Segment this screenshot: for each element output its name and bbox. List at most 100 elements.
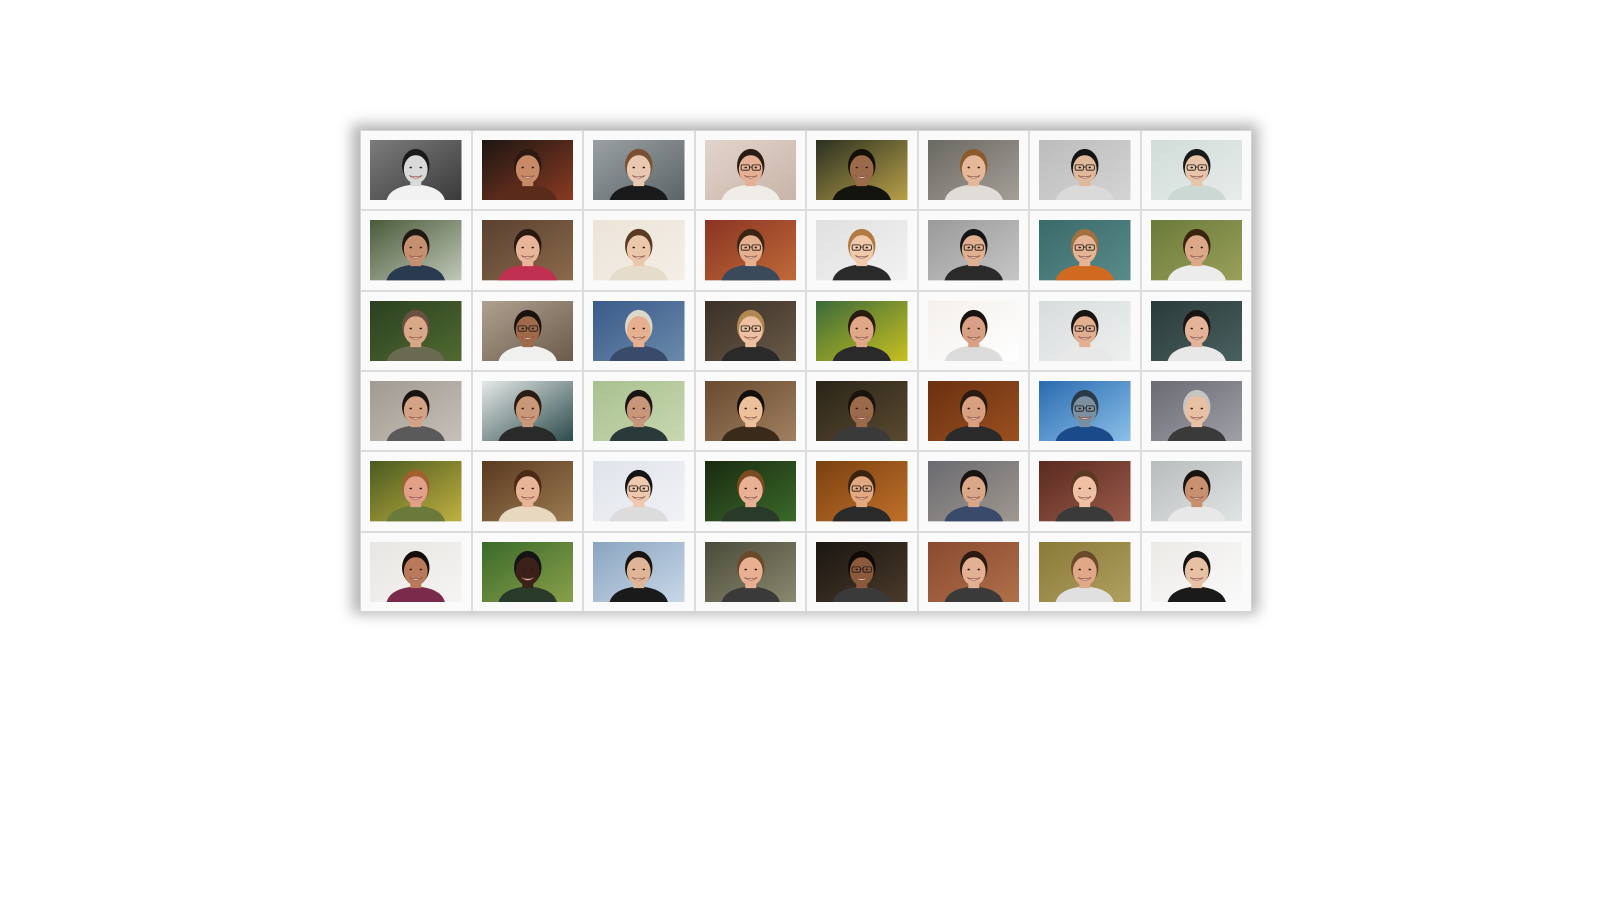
portrait-photo — [370, 300, 462, 361]
portrait-cell — [918, 532, 1028, 611]
portrait-image — [370, 140, 462, 201]
portrait-image — [816, 381, 908, 442]
portrait-photo — [370, 541, 462, 602]
portrait-image — [1150, 461, 1242, 522]
portrait-image — [481, 140, 573, 201]
portrait-cell — [807, 131, 917, 210]
portrait-photo — [481, 300, 573, 361]
portrait-image — [927, 381, 1019, 442]
portrait-photo — [704, 541, 796, 602]
portrait-cell — [1141, 211, 1251, 290]
portrait-cell — [1141, 452, 1251, 531]
portrait-image — [816, 541, 908, 602]
portrait-cell — [1030, 291, 1140, 370]
portrait-photo — [370, 381, 462, 442]
portrait-photo — [1039, 381, 1131, 442]
portrait-photo — [593, 541, 685, 602]
portrait-image — [593, 541, 685, 602]
portrait-photo — [816, 381, 908, 442]
portrait-cell — [361, 291, 471, 370]
portrait-image — [481, 220, 573, 281]
portrait-image — [481, 461, 573, 522]
portrait-cell — [472, 211, 582, 290]
portrait-image — [370, 541, 462, 602]
portrait-cell — [584, 452, 694, 531]
portrait-cell — [918, 372, 1028, 451]
portrait-photo — [1150, 300, 1242, 361]
portrait-cell — [695, 532, 805, 611]
portrait-photo — [816, 220, 908, 281]
portrait-photo — [481, 140, 573, 201]
portrait-image — [370, 300, 462, 361]
portrait-cell — [361, 372, 471, 451]
portrait-cell — [1030, 372, 1140, 451]
portrait-cell — [695, 291, 805, 370]
portrait-image — [816, 140, 908, 201]
portrait-cell — [918, 131, 1028, 210]
portrait-image — [704, 381, 796, 442]
portrait-cell — [695, 131, 805, 210]
portrait-image — [927, 300, 1019, 361]
portrait-image — [704, 300, 796, 361]
portrait-image — [1039, 541, 1131, 602]
portrait-photo — [370, 140, 462, 201]
portrait-photo — [1150, 541, 1242, 602]
portrait-photo — [1150, 140, 1242, 201]
portrait-photo — [927, 381, 1019, 442]
portrait-image — [1039, 381, 1131, 442]
portrait-cell — [1030, 131, 1140, 210]
portrait-photo — [481, 461, 573, 522]
portrait-cell — [695, 211, 805, 290]
portrait-photo — [1150, 220, 1242, 281]
portrait-photo — [1039, 541, 1131, 602]
portrait-photo — [816, 541, 908, 602]
portrait-photo — [816, 461, 908, 522]
portrait-cell — [807, 372, 917, 451]
portrait-image — [1039, 220, 1131, 281]
portrait-cell — [918, 452, 1028, 531]
portrait-image — [927, 140, 1019, 201]
portrait-photo — [816, 300, 908, 361]
portrait-cell — [1141, 532, 1251, 611]
portrait-image — [1039, 461, 1131, 522]
portrait-image — [593, 461, 685, 522]
portrait-cell — [918, 211, 1028, 290]
portrait-cell — [584, 532, 694, 611]
portrait-cell — [1141, 131, 1251, 210]
portrait-cell — [1030, 452, 1140, 531]
portrait-photo — [593, 461, 685, 522]
portrait-cell — [472, 372, 582, 451]
portrait-image — [816, 461, 908, 522]
portrait-cell — [695, 372, 805, 451]
portrait-cell — [584, 211, 694, 290]
portrait-cell — [807, 532, 917, 611]
portrait-photo — [370, 461, 462, 522]
portrait-photo — [481, 220, 573, 281]
portrait-image — [370, 220, 462, 281]
portrait-image — [704, 220, 796, 281]
portrait-photo — [704, 300, 796, 361]
portrait-cell — [584, 131, 694, 210]
portrait-cell — [1030, 211, 1140, 290]
portrait-cell — [472, 532, 582, 611]
portrait-photo — [481, 541, 573, 602]
portrait-image — [704, 541, 796, 602]
portrait-photo — [1039, 300, 1131, 361]
portrait-image — [704, 461, 796, 522]
portrait-cell — [472, 452, 582, 531]
portrait-image — [1039, 140, 1131, 201]
portrait-photo — [704, 220, 796, 281]
portrait-image — [927, 541, 1019, 602]
portrait-cell — [361, 452, 471, 531]
portrait-cell — [695, 452, 805, 531]
portrait-photo — [816, 140, 908, 201]
portrait-cell — [361, 532, 471, 611]
portrait-cell — [584, 372, 694, 451]
portrait-image — [927, 220, 1019, 281]
portrait-image — [593, 381, 685, 442]
portrait-photo — [1039, 461, 1131, 522]
portrait-cell — [472, 291, 582, 370]
portrait-cell — [584, 291, 694, 370]
portrait-photo — [927, 140, 1019, 201]
portrait-image — [481, 300, 573, 361]
